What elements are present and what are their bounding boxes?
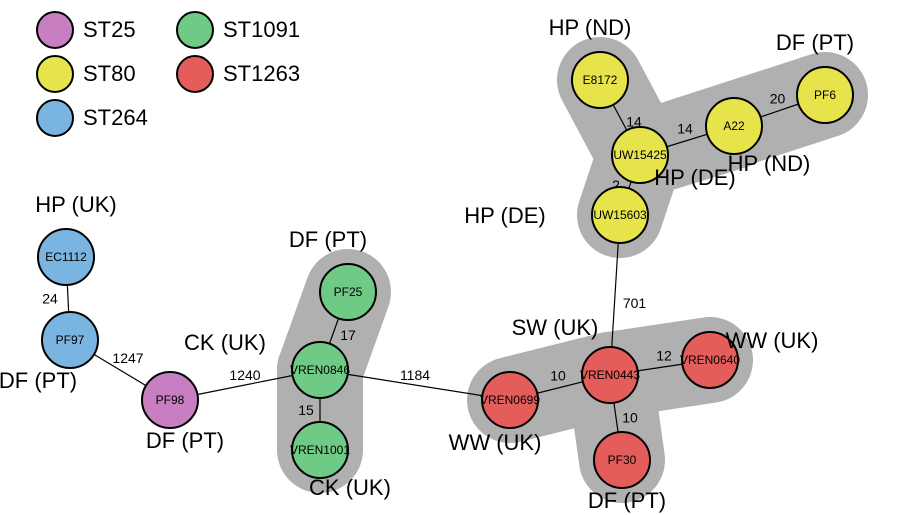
node-id-label: PF30 — [608, 453, 637, 467]
node-sample-label: HP (ND) — [549, 15, 632, 40]
edge-weight-label: 20 — [770, 91, 786, 107]
node-sample-label: DF (PT) — [146, 428, 224, 453]
node-PF97: PF97 DF (PT) — [0, 312, 98, 393]
edge-weight-label: 10 — [622, 410, 638, 426]
legend: ST25 ST80 ST264 ST1091 ST1263 — [37, 12, 300, 136]
node-id-label: E8172 — [583, 73, 618, 87]
legend-swatch — [37, 56, 73, 92]
node-id-label: VREN0846 — [290, 363, 350, 377]
node-id-label: VREN0640 — [680, 353, 740, 367]
node-sample-label: HP (ND) — [728, 151, 811, 176]
edge-weight-label: 24 — [42, 291, 58, 307]
node-sample-label: CK (UK) — [309, 475, 391, 500]
legend-item: ST264 — [37, 100, 148, 136]
legend-swatch — [37, 12, 73, 48]
node-sample-label: WW (UK) — [449, 430, 542, 455]
edge-weight-label: 1247 — [112, 350, 143, 366]
node-id-label: UW15425 — [613, 148, 667, 162]
edge-weight-label: 701 — [623, 295, 647, 311]
node-id-label: EC1112 — [45, 250, 87, 264]
node-sample-label: SW (UK) — [512, 315, 599, 340]
legend-label: ST264 — [83, 105, 148, 130]
edge-weight-label: 17 — [340, 327, 356, 343]
legend-item: ST80 — [37, 56, 136, 92]
node-VREN0699: VREN0699 WW (UK) — [449, 372, 542, 455]
legend-item: ST1263 — [177, 56, 300, 92]
edge-weight-label: 1184 — [400, 367, 430, 383]
node-id-label: PF25 — [334, 285, 363, 299]
node-UW15603: UW15603 HP (DE) — [464, 187, 648, 243]
node-id-label: PF6 — [814, 88, 836, 102]
node-id-label: VREN0699 — [480, 393, 540, 407]
edge-weight-label: 12 — [656, 348, 672, 364]
node-sample-label: DF (PT) — [289, 227, 367, 252]
node-sample-label: HP (UK) — [35, 192, 117, 217]
node-sample-label: HP (DE) — [464, 203, 546, 228]
network-diagram: 2412471240171511841010127012141420 EC111… — [0, 0, 900, 515]
node-id-label: VREN1001 — [290, 443, 350, 457]
node-sample-label: DF (PT) — [0, 368, 77, 393]
node-id-label: A22 — [723, 119, 745, 133]
node-id-label: PF98 — [156, 393, 185, 407]
node-EC1112: EC1112 HP (UK) — [35, 192, 117, 285]
legend-label: ST1091 — [223, 17, 300, 42]
legend-label: ST25 — [83, 17, 136, 42]
node-id-label: VREN0443 — [580, 368, 640, 382]
edge-weight-label: 14 — [677, 121, 693, 137]
edge-weight-label: 10 — [550, 368, 566, 384]
node-sample-label: DF (PT) — [588, 488, 666, 513]
node-sample-label: DF (PT) — [776, 30, 854, 55]
node-id-label: PF97 — [56, 333, 85, 347]
legend-item: ST1091 — [177, 12, 300, 48]
node-sample-label: HP (DE) — [654, 165, 736, 190]
legend-swatch — [37, 100, 73, 136]
legend-swatch — [177, 12, 213, 48]
edge-weight-label: 15 — [298, 402, 314, 418]
node-sample-label: WW (UK) — [726, 328, 819, 353]
node-PF98: PF98 DF (PT) — [142, 372, 224, 453]
legend-label: ST80 — [83, 61, 136, 86]
edge-weight-label: 1240 — [229, 367, 260, 383]
legend-swatch — [177, 56, 213, 92]
legend-item: ST25 — [37, 12, 136, 48]
node-id-label: UW15603 — [593, 208, 647, 222]
legend-label: ST1263 — [223, 61, 300, 86]
node-sample-label: CK (UK) — [184, 330, 266, 355]
